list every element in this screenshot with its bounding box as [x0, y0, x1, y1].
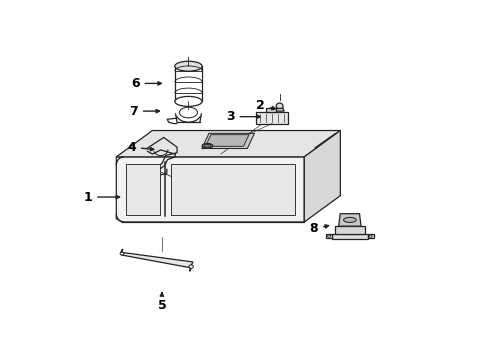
Text: 5: 5	[157, 293, 166, 312]
Text: 7: 7	[129, 105, 159, 118]
Polygon shape	[339, 214, 361, 226]
Ellipse shape	[120, 252, 124, 255]
Polygon shape	[116, 131, 341, 157]
Polygon shape	[304, 131, 341, 222]
Text: 4: 4	[127, 141, 154, 154]
Polygon shape	[172, 164, 295, 215]
Polygon shape	[256, 112, 288, 123]
Polygon shape	[326, 234, 332, 238]
Polygon shape	[368, 234, 373, 238]
Ellipse shape	[276, 103, 283, 109]
Polygon shape	[332, 234, 368, 239]
Polygon shape	[275, 108, 284, 111]
Polygon shape	[206, 135, 249, 146]
Ellipse shape	[204, 144, 211, 147]
Text: 2: 2	[256, 99, 275, 112]
Polygon shape	[202, 133, 254, 149]
Ellipse shape	[189, 265, 194, 268]
Polygon shape	[121, 249, 193, 271]
Text: 3: 3	[226, 110, 260, 123]
Ellipse shape	[175, 96, 202, 107]
Polygon shape	[126, 164, 160, 215]
Ellipse shape	[369, 235, 372, 237]
Text: 6: 6	[131, 77, 161, 90]
Text: 1: 1	[83, 190, 120, 203]
Ellipse shape	[343, 217, 356, 222]
Polygon shape	[267, 108, 276, 112]
Ellipse shape	[328, 235, 331, 237]
Ellipse shape	[202, 144, 213, 148]
Text: 8: 8	[310, 222, 328, 235]
Ellipse shape	[175, 61, 202, 71]
Polygon shape	[116, 157, 304, 222]
Polygon shape	[335, 226, 365, 234]
